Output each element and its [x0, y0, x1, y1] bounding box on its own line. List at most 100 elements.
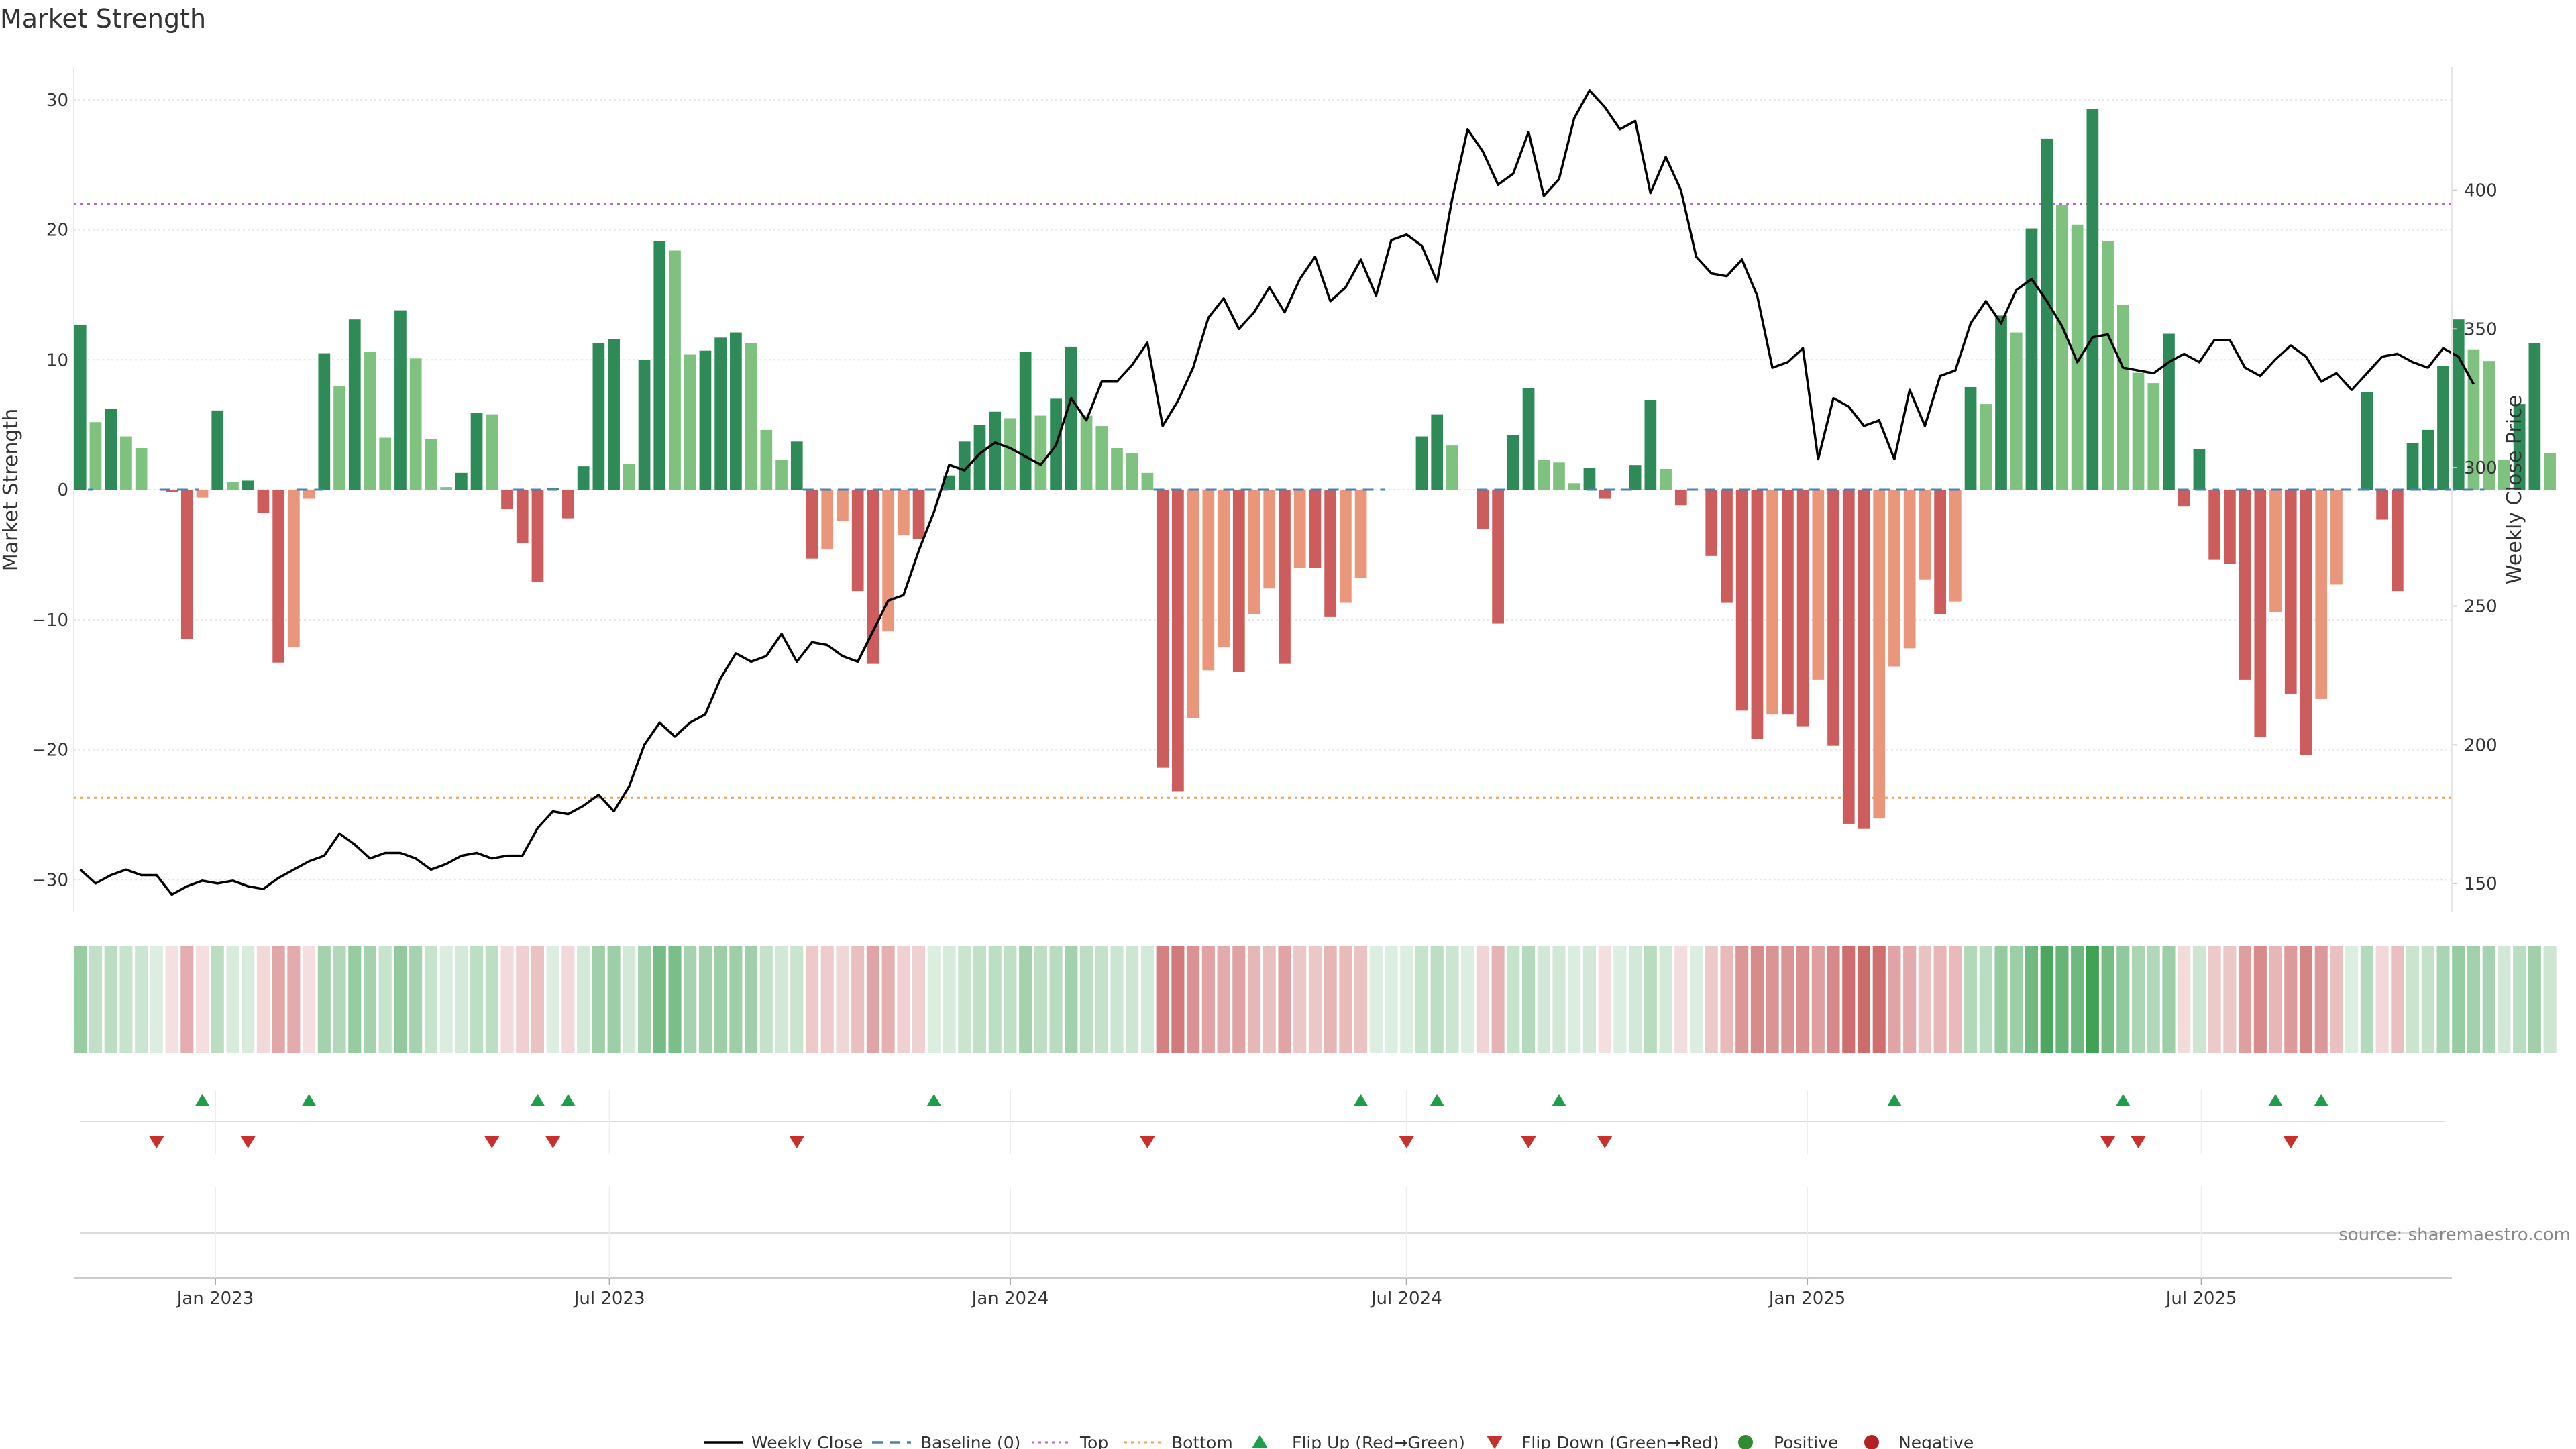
- heat-cell: [592, 946, 605, 1053]
- flip-up-marker: [2314, 1094, 2329, 1106]
- heat-cell: [1415, 946, 1429, 1053]
- strength-bar: [1507, 435, 1519, 490]
- heat-cell: [1582, 946, 1596, 1053]
- grid-lines: [74, 99, 2452, 881]
- y-tick-label: 20: [46, 221, 68, 241]
- strength-bar: [2300, 490, 2312, 755]
- chart-title: Market Strength: [0, 4, 207, 34]
- strength-bar: [684, 354, 696, 490]
- heat-cell: [698, 946, 712, 1053]
- x-tick-label: Jul 2023: [573, 1289, 645, 1309]
- strength-bar: [1705, 490, 1718, 556]
- strength-bar: [2071, 224, 2084, 490]
- strength-bar: [2513, 404, 2526, 490]
- strength-bar: [1446, 445, 1458, 490]
- strength-bar: [1629, 465, 1642, 490]
- heat-cell: [1171, 946, 1185, 1053]
- strength-bar: [775, 460, 788, 490]
- strength-bar: [1415, 436, 1428, 490]
- strength-bar: [531, 490, 544, 582]
- heat-cell: [2147, 946, 2160, 1053]
- strength-bar: [257, 490, 270, 513]
- heat-cell: [897, 946, 910, 1053]
- strength-bar: [1644, 400, 1657, 490]
- heat-cell: [2528, 946, 2541, 1053]
- strength-bar: [730, 332, 742, 490]
- strength-bar: [1782, 490, 1794, 715]
- heat-cell: [2253, 946, 2267, 1053]
- flip-up-marker: [1886, 1094, 1902, 1106]
- heat-cell: [1019, 946, 1032, 1053]
- heat-cell: [1110, 946, 1124, 1053]
- strength-bar: [1065, 346, 1077, 490]
- strength-bar: [1522, 388, 1535, 490]
- y2-tick-label: 200: [2464, 735, 2498, 755]
- strength-bar: [2452, 319, 2465, 490]
- heat-cell: [150, 946, 163, 1053]
- strength-bar: [409, 358, 422, 490]
- y-tick-label: 30: [46, 91, 68, 111]
- heat-cell: [2101, 946, 2114, 1053]
- heat-cell: [1750, 946, 1764, 1053]
- strength-bar: [2528, 343, 2541, 490]
- heat-cell: [348, 946, 362, 1053]
- y-tick-label: 10: [46, 350, 68, 370]
- strength-bar: [1674, 490, 1687, 506]
- price-line-layer: [79, 89, 2475, 896]
- heat-cell: [317, 946, 331, 1053]
- heat-cell: [333, 946, 346, 1053]
- flip-up-marker: [1430, 1094, 1445, 1106]
- legend-negative: Negative: [1864, 1433, 1974, 1449]
- heat-cell: [1979, 946, 1992, 1053]
- heat-cell: [1537, 946, 1550, 1053]
- strength-bar: [1248, 490, 1260, 614]
- flip-markers: [80, 1090, 2445, 1278]
- heat-cell: [836, 946, 849, 1053]
- heat-cell: [729, 946, 743, 1053]
- flip-down-marker: [1140, 1136, 1155, 1148]
- heat-cell: [1674, 946, 1688, 1053]
- flip-up-marker: [1353, 1094, 1368, 1106]
- heat-cell: [287, 946, 301, 1053]
- heat-cell: [2421, 946, 2434, 1053]
- strength-bar: [669, 250, 681, 490]
- strength-bar: [1934, 490, 1946, 614]
- heat-cell: [1659, 946, 1672, 1053]
- heat-cell: [1004, 946, 1017, 1053]
- strength-bar: [2498, 460, 2510, 490]
- heat-cell: [1644, 946, 1657, 1053]
- heat-cell: [2284, 946, 2298, 1053]
- strength-bar: [348, 319, 361, 490]
- y2-tick-label: 250: [2464, 597, 2498, 617]
- heat-cell: [988, 946, 1002, 1053]
- x-tick-label: Jul 2024: [1370, 1289, 1442, 1309]
- flip-up-marker: [530, 1094, 545, 1106]
- heat-cell: [1568, 946, 1581, 1053]
- heat-cell: [1705, 946, 1718, 1053]
- strength-bar: [2406, 443, 2419, 490]
- strength-bar: [425, 439, 437, 490]
- strength-bar: [1218, 490, 1230, 647]
- strength-bar: [2467, 349, 2480, 490]
- strength-bar: [2193, 449, 2206, 490]
- strength-bar: [2376, 490, 2388, 520]
- strength-bar: [1202, 490, 1215, 671]
- strength-bar: [1538, 460, 1550, 490]
- strength-bar: [241, 480, 254, 490]
- strength-bar: [912, 490, 925, 539]
- heat-cell: [2375, 946, 2389, 1053]
- x-tick-label: Jan 2024: [971, 1289, 1049, 1309]
- strength-bar: [1126, 453, 1138, 490]
- heat-cell: [1598, 946, 1611, 1053]
- strength-bar: [562, 490, 574, 519]
- heat-cell: [668, 946, 682, 1053]
- heat-cell: [1720, 946, 1733, 1053]
- heat-cell: [2086, 946, 2099, 1053]
- flip-down-marker: [1399, 1136, 1414, 1148]
- strength-bar: [364, 352, 376, 490]
- strength-bar: [2132, 372, 2145, 490]
- heat-cell: [927, 946, 941, 1053]
- legend-flip-up: Flip Up (Red→Green): [1252, 1433, 1465, 1449]
- heat-cell: [1201, 946, 1215, 1053]
- heat-cell: [1629, 946, 1642, 1053]
